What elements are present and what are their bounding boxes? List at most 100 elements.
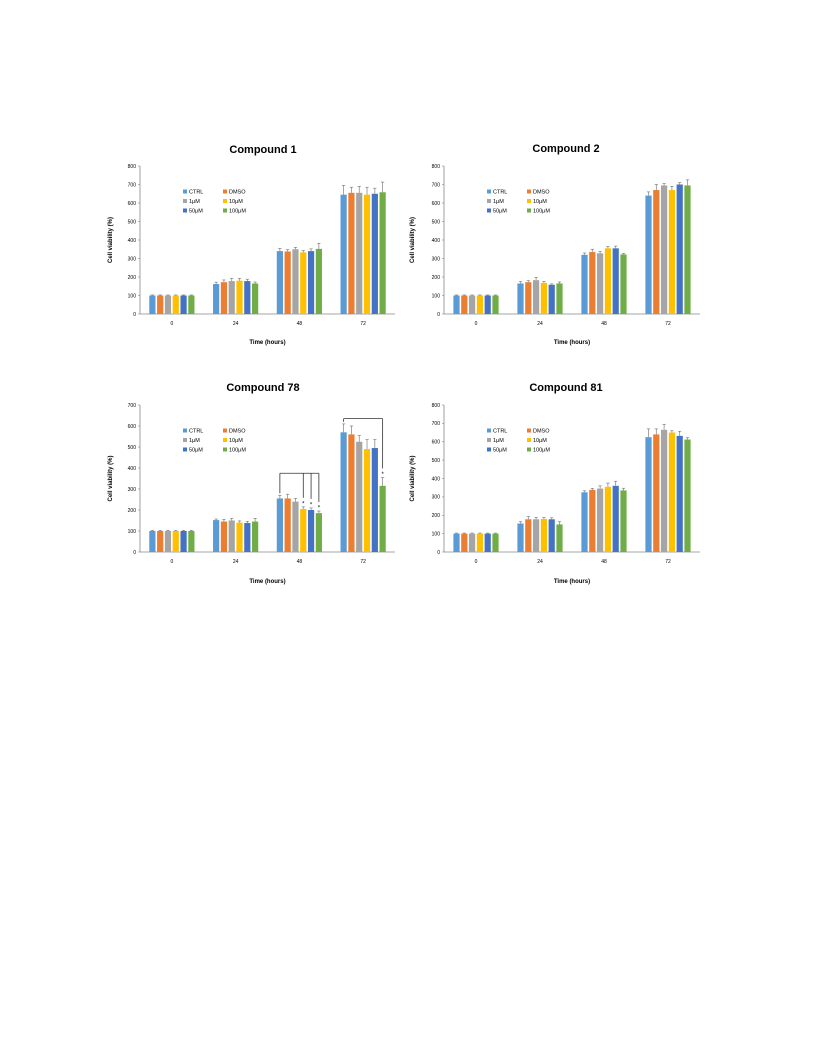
legend-label: DMSO bbox=[533, 429, 550, 435]
significance-asterisk: * bbox=[310, 502, 313, 508]
bar-DMSO bbox=[220, 521, 228, 552]
legend-swatch bbox=[223, 208, 227, 213]
x-tick-label: 0 bbox=[170, 559, 173, 565]
bar-1μM bbox=[228, 520, 235, 552]
legend-label: 100μM bbox=[229, 448, 246, 454]
bar-10μM bbox=[476, 295, 483, 314]
bar-10μM bbox=[668, 190, 675, 314]
legend-swatch bbox=[527, 428, 531, 433]
chart-2: Compound 2 0 100 200 300 400 500 600 700 800 0 24 48… bbox=[410, 143, 700, 346]
bar-DMSO bbox=[157, 295, 164, 314]
legend-label: 100μM bbox=[229, 209, 246, 215]
y-tick-label: 800 bbox=[432, 403, 441, 409]
x-tick-label: 0 bbox=[170, 321, 173, 327]
bar-CTRL bbox=[517, 283, 524, 314]
legend-swatch bbox=[527, 208, 531, 213]
x-axis-label: Time (hours) bbox=[249, 579, 285, 585]
bar-DMSO bbox=[348, 434, 355, 552]
bar-50μM bbox=[244, 523, 251, 552]
chart-title: Compound 78 bbox=[226, 382, 299, 394]
bar-CTRL bbox=[340, 432, 347, 552]
y-tick-label: 100 bbox=[432, 293, 441, 299]
x-tick-label: 48 bbox=[601, 559, 607, 565]
x-axis-label: Time (hours) bbox=[249, 340, 285, 346]
legend-swatch bbox=[183, 428, 187, 433]
bar-50μM bbox=[307, 251, 315, 314]
legend-label: DMSO bbox=[229, 429, 246, 435]
bar-50μM bbox=[676, 435, 683, 552]
bar-100μM bbox=[188, 531, 195, 552]
y-axis-label: Cell viability (%) bbox=[108, 455, 114, 501]
y-axis-label: Cell viability (%) bbox=[410, 455, 416, 501]
y-tick-label: 300 bbox=[128, 256, 137, 262]
bar-1μM bbox=[597, 253, 604, 314]
bar-50μM bbox=[612, 248, 619, 314]
legend-label: DMSO bbox=[229, 190, 246, 196]
bar-10μM bbox=[476, 533, 483, 552]
significance-asterisk: * bbox=[302, 501, 305, 507]
bar-100μM bbox=[379, 192, 386, 314]
bar-DMSO bbox=[525, 282, 532, 314]
bar-DMSO bbox=[348, 192, 355, 314]
x-tick-label: 0 bbox=[475, 321, 478, 327]
bar-1μM bbox=[164, 531, 172, 552]
bar-10μM bbox=[300, 508, 307, 552]
bar-CTRL bbox=[581, 254, 588, 314]
bar-1μM bbox=[356, 192, 363, 314]
y-tick-label: 200 bbox=[432, 275, 441, 281]
bar-100μM bbox=[620, 254, 627, 314]
y-tick-label: 700 bbox=[128, 182, 137, 188]
legend-label: 10μM bbox=[533, 199, 547, 205]
legend-swatch bbox=[527, 447, 531, 452]
legend-swatch bbox=[223, 189, 227, 194]
chart-1: Compound 1 0 100 200 300 400 500 600 700 800 0 24 48… bbox=[108, 144, 395, 346]
legend-swatch bbox=[223, 438, 227, 442]
legend-label: CTRL bbox=[493, 429, 507, 435]
y-tick-label: 400 bbox=[432, 476, 441, 482]
chart-4: Compound 81 0 100 200 300 400 500 600 700 800 0 24 4… bbox=[410, 382, 700, 585]
bar-CTRL bbox=[149, 531, 156, 552]
chart-title: Compound 81 bbox=[529, 382, 602, 394]
bar-50μM bbox=[371, 448, 378, 552]
bar-CTRL bbox=[453, 533, 460, 552]
chart-3: Compound 78 0 100 200 300 400 500 600 700 0 24 48 72… bbox=[108, 382, 395, 585]
legend-label: 10μM bbox=[229, 199, 243, 205]
y-tick-label: 100 bbox=[128, 529, 137, 535]
legend-label: 1μM bbox=[493, 438, 504, 444]
chart-title: Compound 2 bbox=[532, 143, 599, 155]
bar-10μM bbox=[363, 194, 371, 314]
legend-label: 50μM bbox=[493, 209, 507, 215]
bar-10μM bbox=[604, 486, 611, 552]
legend-label: 100μM bbox=[533, 448, 550, 454]
bar-10μM bbox=[363, 449, 371, 552]
legend-swatch bbox=[527, 199, 531, 203]
bar-DMSO bbox=[157, 531, 164, 552]
legend-swatch bbox=[183, 447, 187, 452]
legend-swatch bbox=[183, 208, 187, 213]
x-axis-label: Time (hours) bbox=[554, 340, 590, 346]
legend-swatch bbox=[487, 199, 491, 203]
bar-50μM bbox=[180, 295, 187, 314]
y-axis-label: Cell viability (%) bbox=[108, 217, 114, 263]
y-tick-label: 0 bbox=[133, 312, 136, 318]
y-tick-label: 600 bbox=[432, 201, 441, 207]
legend-swatch bbox=[527, 438, 531, 442]
bar-100μM bbox=[620, 490, 627, 552]
bar-100μM bbox=[684, 185, 691, 314]
bar-DMSO bbox=[653, 190, 660, 314]
bar-1μM bbox=[356, 441, 363, 552]
bar-50μM bbox=[484, 295, 491, 314]
bar-CTRL bbox=[517, 523, 524, 552]
y-tick-label: 500 bbox=[432, 458, 441, 464]
bar-10μM bbox=[236, 280, 243, 314]
bar-100μM bbox=[556, 524, 563, 552]
legend-swatch bbox=[487, 447, 491, 452]
y-tick-label: 300 bbox=[128, 487, 137, 493]
legend-swatch bbox=[527, 189, 531, 194]
bar-100μM bbox=[492, 533, 499, 552]
y-tick-label: 200 bbox=[128, 275, 137, 281]
legend-label: CTRL bbox=[189, 190, 203, 196]
legend-swatch bbox=[223, 199, 227, 203]
bar-50μM bbox=[307, 510, 315, 552]
